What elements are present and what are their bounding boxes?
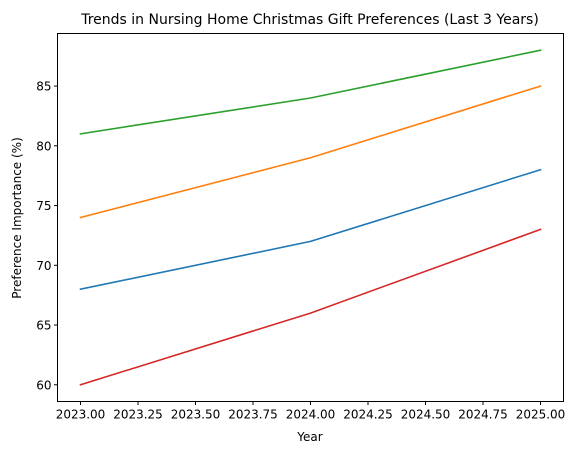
x-axis-label: Year <box>296 430 322 444</box>
axes-frame <box>57 33 564 402</box>
x-tick-label: 2023.50 <box>171 408 221 422</box>
series-line-1 <box>79 168 542 291</box>
x-tick-label: 2024.50 <box>401 408 451 422</box>
y-tick-label: 80 <box>36 139 51 153</box>
y-tick-label: 60 <box>36 378 51 392</box>
x-tick-label: 2023.25 <box>113 408 163 422</box>
y-tick-label: 85 <box>36 80 51 94</box>
chart-title: Trends in Nursing Home Christmas Gift Pr… <box>80 12 539 28</box>
y-tick-label: 65 <box>36 319 51 333</box>
series-line-2 <box>79 85 542 219</box>
y-tick-label: 75 <box>36 199 51 213</box>
x-tick-label: 2024.75 <box>458 408 508 422</box>
x-tick-label: 2023.00 <box>56 408 106 422</box>
x-tick-label: 2024.00 <box>286 408 336 422</box>
x-axis-ticks: 2023.00 2023.25 2023.50 2023.75 2024.00 2024.… <box>56 401 566 422</box>
x-tick-label: 2024.25 <box>343 408 393 422</box>
x-tick-label: 2023.75 <box>228 408 278 422</box>
series-line-4 <box>79 228 542 386</box>
x-tick-label: 2025.00 <box>516 408 566 422</box>
y-tick-label: 70 <box>36 259 51 273</box>
plot-area <box>79 49 542 386</box>
y-axis-label: Preference Importance (%) <box>10 137 24 298</box>
y-axis-ticks: 60 65 70 75 80 85 <box>36 80 58 392</box>
series-line-3 <box>79 49 542 135</box>
